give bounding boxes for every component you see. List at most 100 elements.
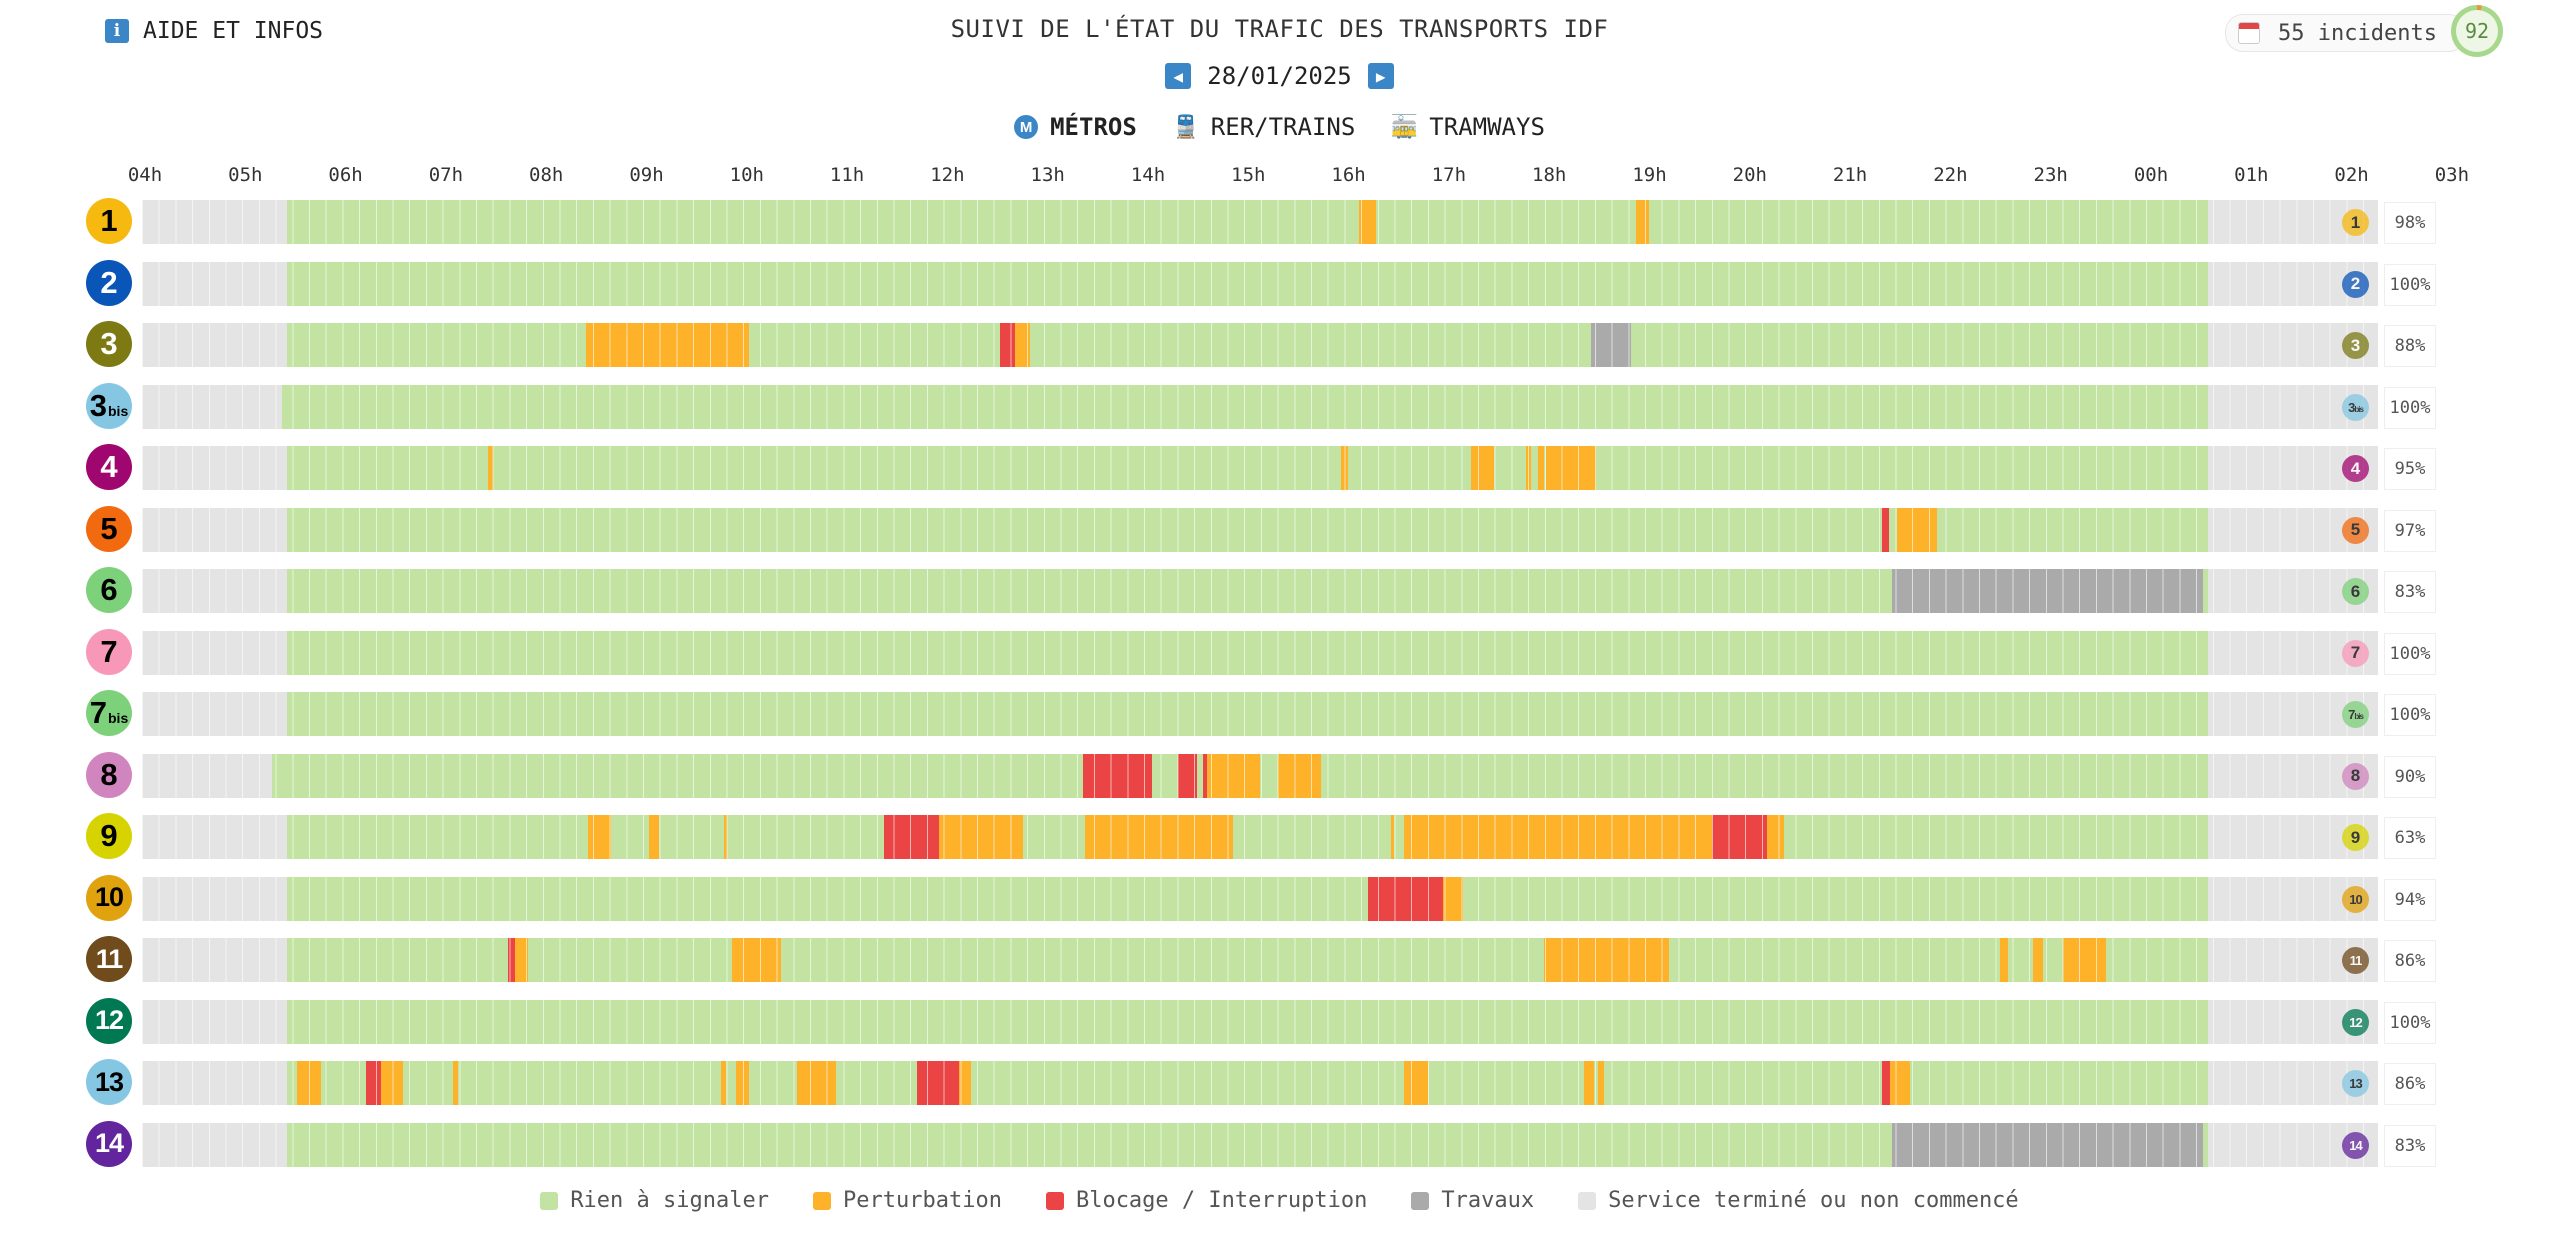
status-ok-segment[interactable] <box>287 938 2209 982</box>
perturbation-segment[interactable] <box>959 1061 972 1105</box>
line-timeline[interactable] <box>142 200 2378 244</box>
tab-tramways[interactable]: 🚋 TRAMWAYS <box>1391 113 1545 141</box>
perturbation-segment[interactable] <box>720 1061 726 1105</box>
line-badge[interactable]: 9 <box>86 813 132 859</box>
perturbation-segment[interactable] <box>1538 446 1545 490</box>
line-timeline[interactable] <box>142 569 2378 613</box>
perturbation-segment[interactable] <box>1358 200 1376 244</box>
status-ok-segment[interactable] <box>287 200 2209 244</box>
perturbation-segment[interactable] <box>1403 1061 1428 1105</box>
blocage-segment[interactable] <box>1882 1061 1891 1105</box>
travaux-segment[interactable] <box>1892 1122 2204 1167</box>
line-timeline[interactable] <box>142 876 2378 921</box>
blocage-segment[interactable] <box>1882 507 1890 552</box>
status-ok-segment[interactable] <box>282 384 2209 429</box>
blocage-segment[interactable] <box>1711 815 1767 859</box>
perturbation-segment[interactable] <box>380 1061 403 1105</box>
line-timeline[interactable] <box>142 323 2378 367</box>
perturbation-segment[interactable] <box>488 446 494 490</box>
status-ok-segment[interactable] <box>287 446 2209 490</box>
status-ok-segment[interactable] <box>287 815 2209 859</box>
line-timeline[interactable] <box>142 815 2378 859</box>
perturbation-segment[interactable] <box>1084 815 1234 859</box>
line-timeline[interactable] <box>142 1122 2378 1167</box>
line-badge[interactable]: 1 <box>86 198 132 244</box>
perturbation-segment[interactable] <box>1014 323 1030 367</box>
perturbation-segment[interactable] <box>1544 938 1669 982</box>
line-badge[interactable]: 5 <box>86 505 132 552</box>
previous-day-button[interactable]: ◀ <box>1165 63 1192 89</box>
travaux-segment[interactable] <box>1892 569 2204 613</box>
tab-metros[interactable]: M MÉTROS <box>1014 113 1137 141</box>
line-timeline[interactable] <box>142 938 2378 982</box>
line-badge[interactable]: 2 <box>86 259 132 306</box>
perturbation-segment[interactable] <box>1207 753 1261 798</box>
line-badge[interactable]: 11 <box>86 936 132 982</box>
status-ok-segment[interactable] <box>287 261 2209 306</box>
status-ok-segment[interactable] <box>287 876 2209 921</box>
perturbation-segment[interactable] <box>1017 815 1023 859</box>
blocage-segment[interactable] <box>1367 876 1443 921</box>
blocage-segment[interactable] <box>1178 753 1198 798</box>
line-timeline[interactable] <box>142 753 2378 798</box>
line-timeline[interactable] <box>142 1061 2378 1105</box>
blocage-segment[interactable] <box>1082 753 1153 798</box>
line-timeline[interactable] <box>142 261 2378 306</box>
perturbation-segment[interactable] <box>588 815 612 859</box>
blocage-segment[interactable] <box>917 1061 960 1105</box>
line-timeline[interactable] <box>142 999 2378 1044</box>
perturbation-segment[interactable] <box>2032 938 2043 982</box>
status-ok-segment[interactable] <box>287 692 2209 736</box>
perturbation-segment[interactable] <box>731 938 781 982</box>
perturbation-segment[interactable] <box>2062 938 2106 982</box>
blocage-segment[interactable] <box>999 323 1015 367</box>
line-timeline[interactable] <box>142 446 2378 490</box>
perturbation-segment[interactable] <box>1897 507 1938 552</box>
perturbation-segment[interactable] <box>1470 446 1495 490</box>
perturbation-segment[interactable] <box>1403 815 1712 859</box>
perturbation-segment[interactable] <box>515 938 529 982</box>
perturbation-segment[interactable] <box>648 815 659 859</box>
perturbation-segment[interactable] <box>1390 815 1394 859</box>
perturbation-segment[interactable] <box>1442 876 1463 921</box>
line-badge[interactable]: 13 <box>86 1059 132 1105</box>
line-timeline[interactable] <box>142 630 2378 675</box>
perturbation-segment[interactable] <box>723 815 727 859</box>
perturbation-segment[interactable] <box>1999 938 2008 982</box>
line-badge[interactable]: 3 bis <box>86 382 132 429</box>
perturbation-segment[interactable] <box>1636 200 1649 244</box>
status-ok-segment[interactable] <box>287 1061 2209 1105</box>
next-day-button[interactable]: ▶ <box>1367 63 1394 89</box>
perturbation-segment[interactable] <box>452 1061 458 1105</box>
line-badge[interactable]: 12 <box>86 997 132 1044</box>
perturbation-segment[interactable] <box>586 323 749 367</box>
help-link[interactable]: i AIDE ET INFOS <box>105 18 323 44</box>
line-badge[interactable]: 3 <box>86 321 132 367</box>
perturbation-segment[interactable] <box>297 1061 321 1105</box>
status-ok-segment[interactable] <box>287 323 2209 367</box>
perturbation-segment[interactable] <box>1890 1061 1911 1105</box>
perturbation-segment[interactable] <box>939 815 1018 859</box>
line-badge[interactable]: 14 <box>86 1120 132 1167</box>
perturbation-segment[interactable] <box>1526 446 1532 490</box>
perturbation-segment[interactable] <box>1766 815 1784 859</box>
tab-rer-trains[interactable]: 🚆 RER/TRAINS <box>1172 113 1355 141</box>
line-timeline[interactable] <box>142 692 2378 736</box>
perturbation-segment[interactable] <box>796 1061 837 1105</box>
line-badge[interactable]: 6 <box>86 567 132 613</box>
perturbation-segment[interactable] <box>1340 446 1348 490</box>
status-ok-segment[interactable] <box>287 999 2209 1044</box>
blocage-segment[interactable] <box>884 815 940 859</box>
blocage-segment[interactable] <box>508 938 516 982</box>
perturbation-segment[interactable] <box>1584 1061 1595 1105</box>
line-badge[interactable]: 8 <box>86 751 132 798</box>
line-badge[interactable]: 7 <box>86 628 132 675</box>
perturbation-segment[interactable] <box>1546 446 1597 490</box>
status-ok-segment[interactable] <box>287 630 2209 675</box>
line-timeline[interactable] <box>142 384 2378 429</box>
line-timeline[interactable] <box>142 507 2378 552</box>
travaux-segment[interactable] <box>1591 323 1632 367</box>
perturbation-segment[interactable] <box>1598 1061 1605 1105</box>
blocage-segment[interactable] <box>365 1061 381 1105</box>
incidents-counter[interactable]: 55 incidents <box>2225 14 2467 52</box>
